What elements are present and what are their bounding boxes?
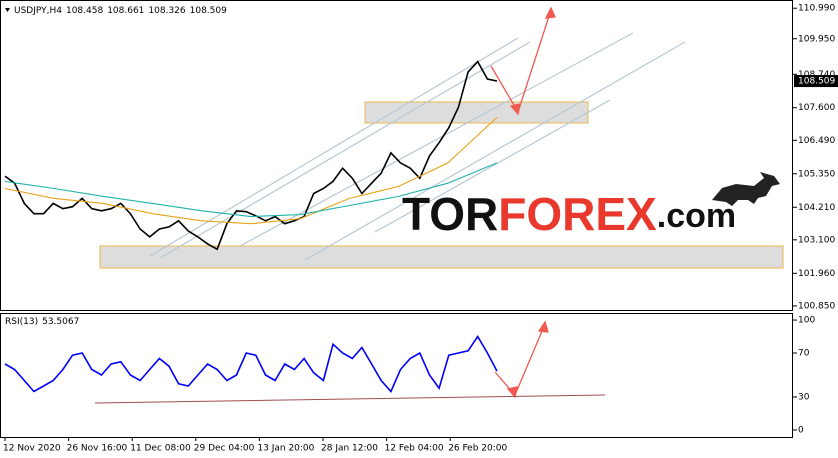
watermark-part: FOREX: [498, 188, 657, 240]
moving-average: [4, 162, 498, 218]
ohlc-value: 108.326: [148, 6, 185, 16]
y-tick-label: 103.100: [798, 235, 835, 245]
last-price-box: [794, 75, 838, 88]
y-tick-label: 30: [798, 392, 810, 402]
ohlc-value: 108.458: [66, 6, 103, 16]
rsi-trendline: [94, 394, 606, 404]
resistance-zone: [364, 101, 589, 124]
x-tick-label: 11 Dec 08:00: [130, 444, 191, 454]
x-tick-label: 26 Feb 20:00: [448, 444, 507, 454]
x-tick-label: 26 Nov 16:00: [67, 444, 128, 454]
y-tick-label: 104.210: [798, 203, 835, 213]
watermark-part: TOR: [402, 188, 498, 240]
y-tick-label: 108.740: [798, 70, 835, 80]
watermark: TORFOREX.com: [402, 188, 736, 240]
y-tick-label: 106.490: [798, 136, 835, 146]
y-tick-label: 101.960: [798, 269, 835, 279]
y-tick-label: 100: [798, 316, 815, 326]
main-panel: [0, 0, 793, 311]
ohlc-value: 108.509: [190, 6, 227, 16]
y-tick-label: 0: [798, 425, 804, 435]
header: USDJPY,H4 108.458 108.661 108.326 108.509: [14, 6, 227, 16]
x-tick-label: 29 Dec 04:00: [194, 444, 255, 454]
y-tick-label: 100.850: [798, 301, 835, 311]
bull-logo: [712, 172, 780, 206]
y-tick-label: 70: [798, 349, 810, 359]
ohlc-value: 108.661: [107, 6, 144, 16]
rsi-line: [4, 334, 498, 393]
x-tick-label: 28 Jan 12:00: [321, 444, 378, 454]
rsi-name: RSI(13): [5, 317, 38, 327]
y-tick-label: 105.350: [798, 169, 835, 179]
rsi-header: RSI(13) 53.5067: [5, 317, 79, 327]
symbol: USDJPY,H4: [14, 6, 62, 16]
price-line: [4, 60, 498, 251]
x-tick-label: 12 Feb 04:00: [385, 444, 444, 454]
y-tick-label: 110.990: [798, 4, 835, 14]
x-tick-label: 13 Jan 20:00: [257, 444, 314, 454]
y-tick-label: 107.600: [798, 103, 835, 113]
moving-average: [4, 116, 498, 225]
forecast-arrows: [490, 6, 556, 399]
y-tick-label: 109.950: [798, 34, 835, 44]
rsi-panel: [0, 313, 793, 438]
x-tick-label: 12 Nov 2020: [3, 444, 61, 454]
support-zone: [99, 245, 784, 269]
watermark-part: .com: [657, 197, 736, 235]
rsi-value: 53.5067: [42, 317, 79, 327]
last-price-label: 108.509: [798, 77, 835, 87]
menu-arrow: [5, 8, 10, 12]
